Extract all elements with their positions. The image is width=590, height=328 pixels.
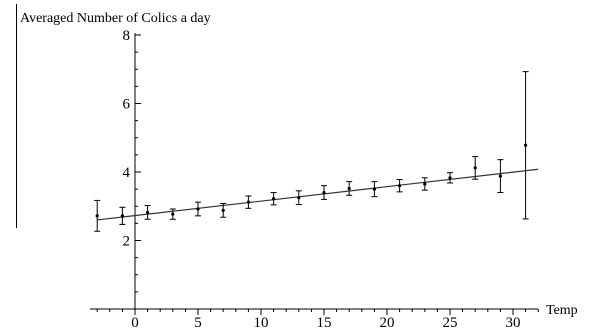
point-marker — [347, 186, 351, 191]
data-point — [295, 190, 302, 206]
x-tick-label: 25 — [443, 315, 458, 328]
point-marker — [524, 143, 528, 147]
point-marker — [246, 200, 250, 204]
data-point — [396, 179, 403, 193]
data-point — [472, 156, 479, 180]
fit-line — [97, 168, 539, 221]
y-tick-label: 2 — [123, 234, 131, 250]
y-tick-label: 6 — [123, 97, 131, 113]
fit-line-group — [97, 168, 539, 221]
x-tick-label: 0 — [131, 315, 139, 328]
data-point — [195, 201, 201, 217]
point-marker — [95, 214, 99, 218]
y-tick-label: 4 — [123, 165, 131, 181]
data-point — [447, 172, 453, 184]
x-tick-label: 10 — [254, 315, 269, 328]
x-axis-title: Temp — [546, 303, 578, 318]
data-point — [321, 185, 327, 200]
point-marker — [120, 214, 124, 218]
data-point — [421, 177, 428, 191]
point-marker — [322, 190, 326, 195]
point-marker — [272, 197, 276, 201]
data-point — [371, 181, 378, 198]
data-point — [94, 199, 101, 232]
point-marker — [448, 176, 452, 180]
point-marker — [423, 182, 427, 186]
point-marker — [221, 208, 225, 212]
x-tick-label: 20 — [380, 315, 395, 328]
data-point — [169, 208, 176, 220]
point-marker — [372, 187, 376, 191]
point-marker — [473, 166, 477, 170]
point-marker — [146, 210, 150, 215]
point-marker — [498, 174, 502, 178]
data-point — [346, 181, 353, 196]
point-marker — [171, 212, 175, 216]
y-tick-label: 8 — [123, 28, 131, 44]
axes — [90, 33, 538, 310]
point-marker — [398, 184, 402, 188]
data-point — [497, 159, 504, 194]
data-point — [522, 71, 529, 220]
point-marker — [297, 196, 301, 200]
point-marker — [196, 207, 200, 211]
data-point — [270, 192, 277, 206]
x-tick-label: 5 — [194, 315, 202, 328]
y-axis-title: Averaged Number of Colics a day — [20, 11, 211, 26]
ticks: 0 5 10 15 20 25 30 2 4 6 8 — [96, 28, 539, 328]
data-point — [119, 206, 126, 225]
data-point — [245, 195, 252, 209]
data-point — [220, 203, 227, 218]
data-points — [94, 71, 529, 232]
x-tick-label: 30 — [506, 315, 521, 328]
data-point — [144, 205, 151, 220]
x-tick-label: 15 — [317, 315, 332, 328]
